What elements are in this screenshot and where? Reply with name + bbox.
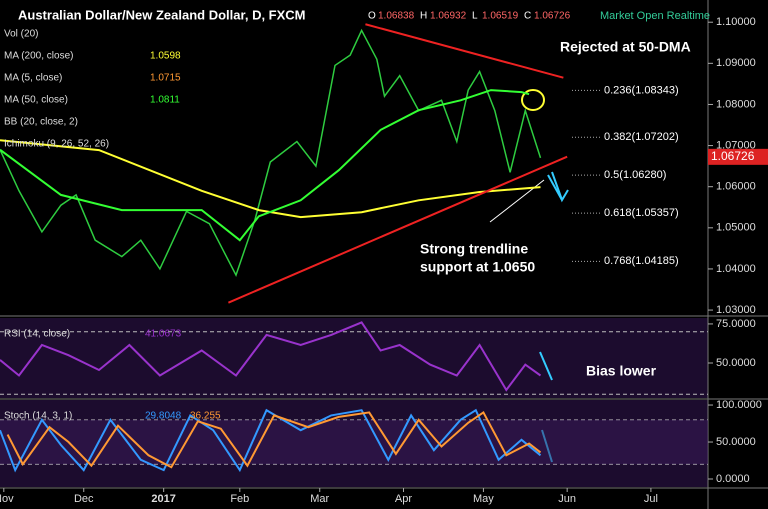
legend-value: 29.8048 <box>145 411 182 422</box>
rsi-panel <box>0 318 708 398</box>
highlight-circle <box>521 89 545 111</box>
series-line <box>0 321 542 392</box>
x-tick-label: Apr <box>395 493 412 505</box>
arrow <box>547 174 563 201</box>
legend-label: MA (50, close) <box>4 95 68 106</box>
x-tick-label: Feb <box>230 493 249 505</box>
y-tick-label: 1.03000 <box>716 304 756 316</box>
x-tick-label: 2017 <box>151 493 175 505</box>
y-tick-label: 50.0000 <box>716 357 756 369</box>
y-tick-label: 0.0000 <box>716 473 750 485</box>
series-line <box>6 410 542 469</box>
series-line <box>0 89 530 242</box>
arrow <box>539 351 553 381</box>
x-tick-label: Dec <box>74 493 94 505</box>
y-tick-label: 1.04000 <box>716 263 756 275</box>
legend-value: 41.0673 <box>145 329 182 340</box>
ohlc-item: C <box>524 11 531 22</box>
x-tick-label: Jun <box>558 493 576 505</box>
annotation: Bias lower <box>586 363 657 379</box>
legend-label: Vol (20) <box>4 29 38 40</box>
status: Market Open Realtime <box>600 10 710 22</box>
legend-value: 1.0598 <box>150 51 181 62</box>
trendline <box>227 155 568 304</box>
y-tick-label: 1.08000 <box>716 98 756 110</box>
y-tick-label: 100.0000 <box>716 399 762 411</box>
annotation: Rejected at 50-DMA <box>560 39 691 55</box>
legend-label: MA (5, close) <box>4 73 62 84</box>
ohlc-item: H <box>420 11 427 22</box>
ohlc-item: 1.06519 <box>482 11 519 22</box>
y-tick-label: 1.07000 <box>716 139 756 151</box>
annotation: Strong trendline <box>420 241 528 257</box>
series-line <box>0 408 542 473</box>
fib-label: 0.618(1.05357) <box>604 207 679 219</box>
legend-label: MA (200, close) <box>4 51 73 62</box>
ohlc-item: 1.06932 <box>430 11 467 22</box>
x-tick-label: May <box>473 493 494 505</box>
fib-label: 0.768(1.04185) <box>604 255 679 267</box>
fib-label: 0.236(1.08343) <box>604 84 679 96</box>
y-tick-label: 1.10000 <box>716 16 756 28</box>
fib-label: 0.5(1.06280) <box>604 169 666 181</box>
legend-value: 1.0715 <box>150 73 181 84</box>
legend-value: 36.255 <box>190 411 221 422</box>
series-line <box>0 139 541 219</box>
x-tick-label: Jul <box>644 493 658 505</box>
fib-label: 0.382(1.07202) <box>604 131 679 143</box>
legend-label: Stoch (14, 3, 1) <box>4 411 72 422</box>
trendline <box>365 23 564 79</box>
legend-label: Ichimoku (9, 26, 52, 26) <box>4 139 109 150</box>
legend-label: BB (20, close, 2) <box>4 117 78 128</box>
y-tick-label: 1.05000 <box>716 222 756 234</box>
ohlc-item: 1.06726 <box>534 11 571 22</box>
annotation: support at 1.0650 <box>420 259 535 275</box>
ohlc-item: O <box>368 11 376 22</box>
legend-value: 1.0811 <box>150 95 180 106</box>
ohlc-item: L <box>472 11 478 22</box>
y-tick-label: 1.09000 <box>716 57 756 69</box>
y-tick-label: 50.0000 <box>716 436 756 448</box>
price-tag-label: 1.06726 <box>711 149 755 163</box>
x-tick-label: Nov <box>0 493 14 505</box>
y-tick-label: 75.0000 <box>716 318 756 330</box>
ohlc-item: 1.06838 <box>378 11 415 22</box>
x-tick-label: Mar <box>310 493 329 505</box>
price-tag <box>708 148 768 165</box>
series-line <box>0 28 542 278</box>
title: Australian Dollar/New Zealand Dollar, D,… <box>18 7 306 22</box>
y-tick-label: 1.06000 <box>716 181 756 193</box>
legend-label: RSI (14, close) <box>4 329 70 340</box>
